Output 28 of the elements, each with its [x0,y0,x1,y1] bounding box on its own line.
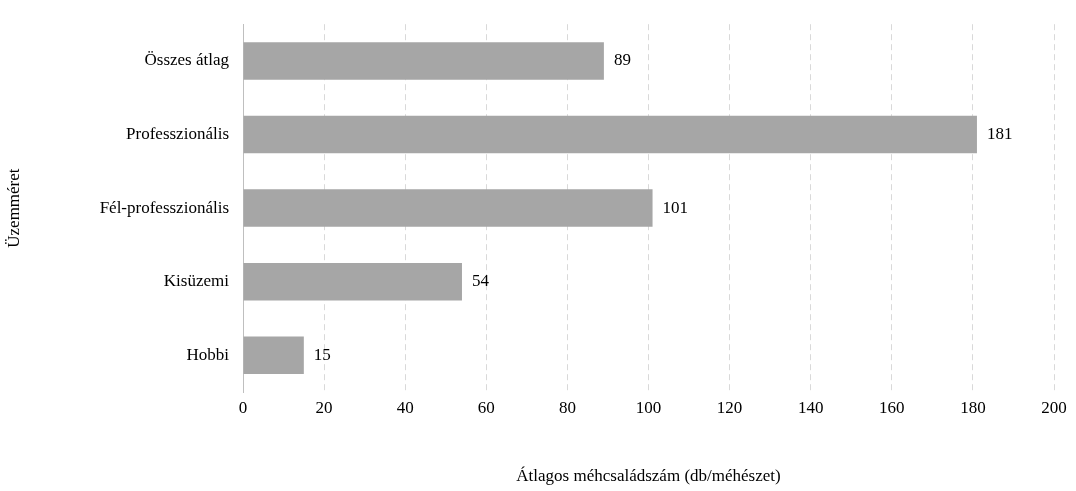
y-tick-label: Fél-professzionális [99,197,229,217]
x-tick-label: 100 [635,397,662,417]
y-axis-title: Üzemméret [3,168,23,248]
x-tick-label: 200 [1041,397,1067,417]
y-tick-label: Professzionális [126,124,229,144]
data-label: 54 [471,271,490,291]
data-label: 101 [662,197,689,217]
bar [243,115,977,154]
x-tick-label: 0 [238,397,248,417]
x-tick-label: 40 [396,397,414,417]
data-label: 15 [313,344,331,364]
x-tick-label: 60 [477,397,495,417]
x-axis-title: Átlagos méhcsaládszám (db/méhészet) [516,466,781,486]
bar [243,189,653,227]
data-label: 181 [986,124,1013,144]
x-tick-label: 160 [879,397,905,417]
bar [243,262,462,301]
x-tick-label: 80 [558,397,576,417]
bar [243,42,604,80]
y-tick-label: Kisüzemi [163,271,230,291]
data-label: 89 [613,50,631,70]
y-tick-label: Hobbi [186,344,230,364]
x-tick-label: 120 [716,397,743,417]
x-tick-label: 20 [315,397,333,417]
bar [243,336,304,374]
x-tick-label: 180 [960,397,986,417]
y-tick-label: Összes átlag [144,50,230,70]
x-tick-label: 140 [797,397,824,417]
